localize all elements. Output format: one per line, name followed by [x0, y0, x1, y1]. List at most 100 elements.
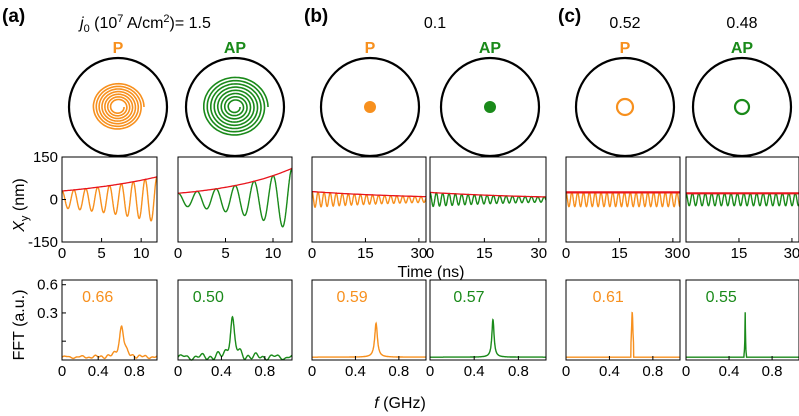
y-tick-label: 0 [50, 192, 58, 209]
x-tick-label: 0 [682, 245, 690, 262]
state-label-c-p: P [620, 40, 631, 57]
state-label-b-ap: AP [479, 40, 502, 57]
current-label-c-p: 0.52 [609, 15, 640, 32]
y-axis-label-bottom: FFT (a.u.) [11, 290, 28, 361]
time-series-plot: 0 15 30 [562, 156, 682, 262]
oscillation-series [178, 167, 293, 228]
disk-boundary [184, 56, 286, 158]
x-tick-label: 0 [562, 245, 570, 262]
panel-label-b: (b) [304, 6, 328, 27]
y-tick-label: 150 [33, 149, 58, 166]
disk-2 [319, 56, 421, 158]
disk-1 [184, 56, 286, 158]
x-tick-label: 0 [308, 245, 316, 262]
y-axis-label-top: Xy (nm) [11, 178, 31, 233]
time-series-plot: 0 15 30 [426, 156, 547, 262]
current-label-c-ap: 0.48 [726, 15, 757, 32]
x-axis-label-freq: f (GHz) [374, 395, 426, 412]
peak-frequency-label: 0.57 [453, 289, 484, 306]
envelope-fit [429, 191, 546, 198]
state-labels: P AP P AP P AP [113, 40, 754, 57]
x-tick-label: 0.4 [88, 363, 109, 380]
fft-series [177, 315, 293, 361]
x-tick-label: 5 [97, 245, 105, 262]
x-tick-label: 0 [308, 363, 316, 380]
fft-plot: 0 0.4 0.8 0.50 [174, 279, 293, 380]
fft-plot: 0 0.4 0.8 0.66 0.6 0.3 [37, 277, 158, 380]
panel-label-a: (a) [2, 6, 25, 27]
x-tick-label: 5 [221, 245, 229, 262]
x-tick-label: 0.8 [124, 363, 145, 380]
x-tick-label: 0.8 [254, 363, 275, 380]
fft-plot: 0 0.4 0.8 0.59 [308, 279, 427, 380]
plot-frame [565, 279, 681, 361]
disk-boundary [439, 56, 541, 158]
fft-series [686, 312, 799, 358]
envelope-fit [177, 167, 293, 194]
current-label-b: 0.1 [424, 15, 446, 32]
plot-frame [685, 156, 799, 243]
peak-frequency-label: 0.61 [593, 289, 624, 306]
x-tick-label: 0.8 [642, 363, 663, 380]
disk-orbits [67, 56, 793, 158]
x-tick-label: 0 [174, 363, 182, 380]
peak-frequency-label: 0.50 [193, 289, 224, 306]
y-tick-label: 0.6 [37, 277, 58, 294]
x-tick-label: 0 [426, 363, 434, 380]
time-series-plot: 0 15 30 [308, 156, 428, 262]
x-tick-label: 15 [357, 245, 374, 262]
x-tick-label: 0 [58, 363, 66, 380]
x-tick-label: 0.4 [719, 363, 740, 380]
x-tick-label: 15 [476, 245, 493, 262]
x-tick-label: 15 [611, 245, 628, 262]
fft-series [566, 311, 680, 358]
x-tick-label: 0.4 [599, 363, 620, 380]
state-label-a-p: P [113, 40, 124, 57]
disk-boundary [691, 56, 793, 158]
fft-series [430, 318, 546, 358]
disk-boundary [319, 56, 421, 158]
x-tick-label: 0 [58, 245, 66, 262]
peak-frequency-label: 0.66 [82, 289, 113, 306]
x-tick-label: 0.4 [464, 363, 485, 380]
x-tick-label: 0.8 [388, 363, 409, 380]
plot-frame [685, 279, 799, 361]
current-density-label: j0 (107 A/cm2)= 1.5 [78, 13, 211, 35]
x-tick-label: 0 [426, 245, 434, 262]
plot-frame [177, 156, 293, 243]
plot-frame [177, 279, 293, 361]
oscillation-series [61, 176, 158, 222]
fft-series [61, 325, 158, 360]
plot-frame [61, 279, 158, 361]
envelope-fit [61, 176, 158, 192]
x-tick-label: 30 [784, 245, 799, 262]
state-label-c-ap: AP [731, 40, 754, 57]
orbit-trajectory [364, 101, 376, 113]
disk-3 [439, 56, 541, 158]
x-tick-label: 0 [174, 245, 182, 262]
x-tick-label: 0 [562, 363, 570, 380]
state-label-a-ap: AP [224, 40, 247, 57]
time-series-plot: 0 5 10 [174, 156, 293, 262]
oscillation-series [685, 192, 799, 207]
plot-frame [429, 279, 547, 361]
x-tick-label: 10 [133, 245, 150, 262]
x-tick-label: 30 [665, 245, 682, 262]
time-series-plot: 0 15 30 [682, 156, 799, 262]
plot-frame [429, 156, 547, 243]
x-tick-label: 0.8 [762, 363, 783, 380]
plot-frame [565, 156, 681, 243]
panel-label-c: (c) [558, 6, 581, 27]
disk-boundary [67, 56, 169, 158]
orbit-trajectory [92, 82, 145, 130]
orbit-trajectory [733, 98, 751, 116]
x-tick-label: 30 [530, 245, 547, 262]
x-tick-label: 0 [682, 363, 690, 380]
x-tick-label: 30 [411, 245, 428, 262]
x-tick-label: 0.8 [508, 363, 529, 380]
y-tick-label: 0.3 [37, 305, 58, 322]
disk-boundary [574, 56, 676, 158]
